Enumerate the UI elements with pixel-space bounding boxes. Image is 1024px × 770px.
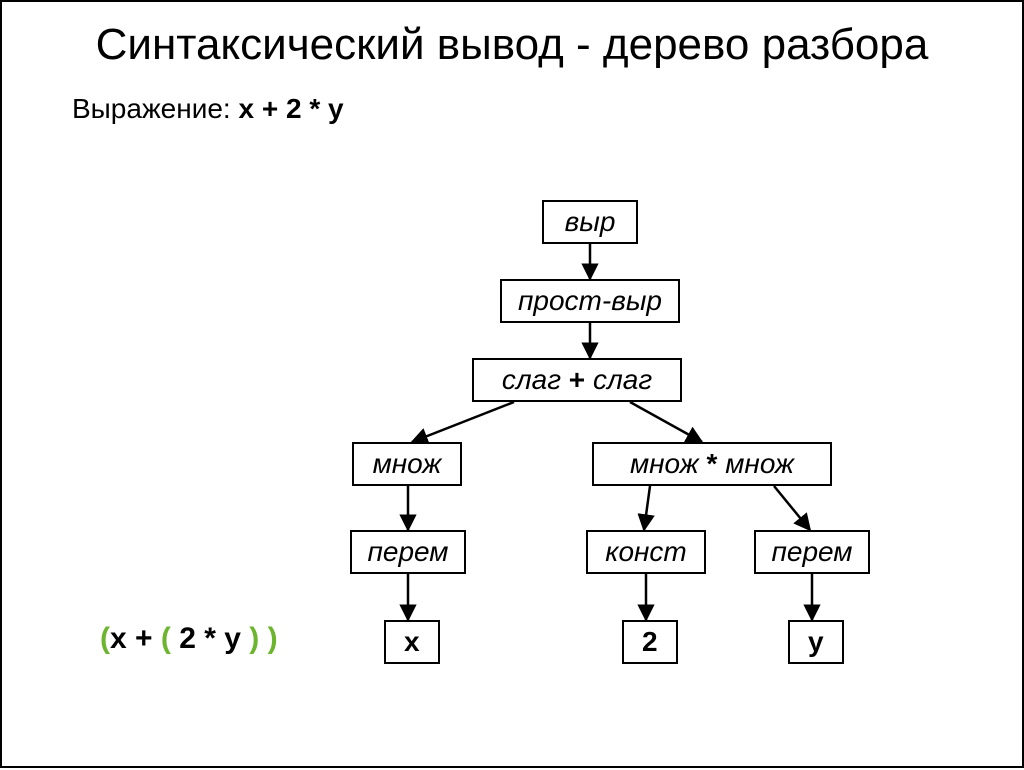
paren-close: ) ) [249, 622, 277, 655]
node-n_prost: прост-выр [500, 279, 680, 323]
node-n_mnozh_r: множ * множ [592, 442, 832, 486]
node-n_konst: конст [586, 530, 706, 574]
node-n_perem_l: перем [350, 530, 466, 574]
paren-open-2: ( [161, 622, 179, 655]
node-n_slag: слаг + слаг [472, 358, 682, 402]
node-n_perem_r: перем [754, 530, 870, 574]
bottom-t1: x + [110, 622, 161, 655]
node-n_2: 2 [622, 620, 678, 664]
node-n_vyr: выр [542, 200, 638, 244]
node-n_mnozh_l: множ [352, 442, 462, 486]
bottom-t2: 2 * y [179, 622, 249, 655]
node-n_x: x [384, 620, 440, 664]
bracketed-expression: (x + ( 2 * y ) ) [100, 622, 278, 656]
paren-open-1: ( [100, 622, 110, 655]
slide: Синтаксический вывод - дерево разбора Вы… [0, 0, 1024, 768]
node-n_y: y [788, 620, 844, 664]
